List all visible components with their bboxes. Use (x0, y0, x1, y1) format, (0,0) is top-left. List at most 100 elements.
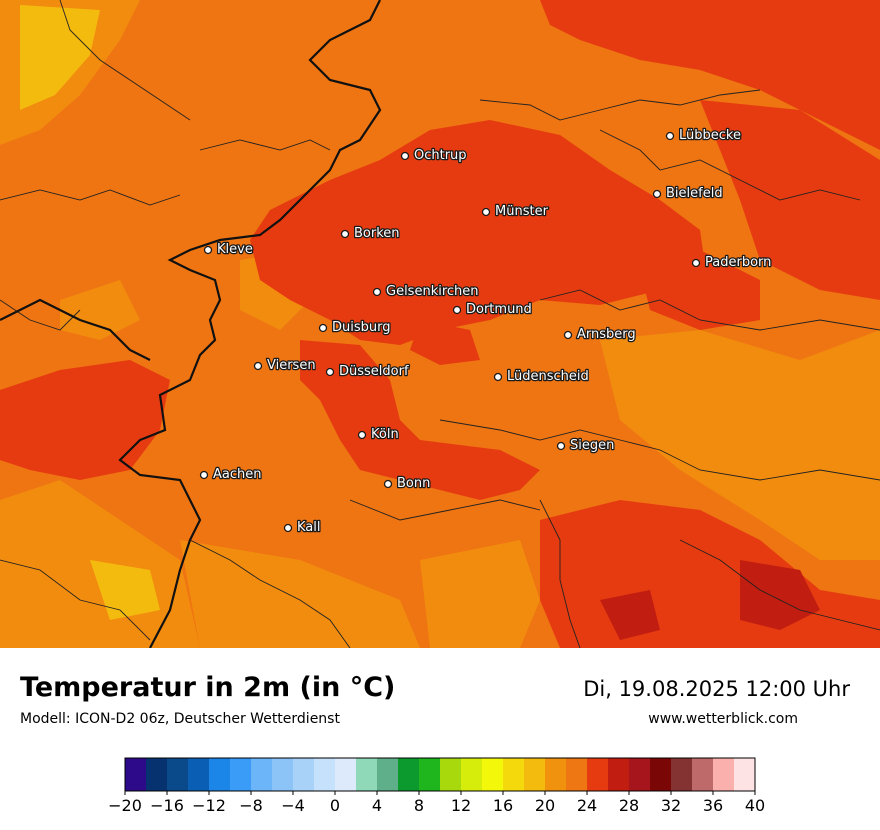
city-dot (372, 287, 382, 297)
legend-swatch (461, 758, 483, 791)
legend-swatch (314, 758, 336, 791)
legend-tick-label: 20 (535, 796, 555, 815)
forecast-datetime: Di, 19.08.2025 12:00 Uhr (583, 677, 850, 701)
city-marker: Viersen (253, 357, 317, 374)
legend-swatch (167, 758, 189, 791)
legend-swatch (608, 758, 630, 791)
city-label: Duisburg (332, 320, 391, 335)
legend-tick-label: 12 (451, 796, 471, 815)
legend-swatch (671, 758, 693, 791)
city-marker: Köln (357, 426, 400, 443)
legend-tick-label: 36 (703, 796, 723, 815)
legend-tick-label: −12 (192, 796, 226, 815)
city-label: Siegen (570, 438, 614, 453)
warm-zones (0, 0, 880, 648)
legend-swatch (419, 758, 441, 791)
city-dot (481, 207, 491, 217)
legend-swatch (650, 758, 672, 791)
city-dot (652, 189, 662, 199)
city-label: Köln (371, 427, 399, 442)
city-marker: Paderborn (691, 254, 773, 271)
city-dot (325, 367, 335, 377)
city-dot (493, 372, 503, 382)
city-label: Borken (354, 226, 400, 241)
city-marker: Kleve (203, 241, 254, 258)
legend-swatch (335, 758, 357, 791)
legend-swatch (356, 758, 378, 791)
city-marker: Siegen (556, 437, 616, 454)
legend-swatch (230, 758, 252, 791)
model-source: Modell: ICON-D2 06z, Deutscher Wetterdie… (20, 711, 340, 727)
city-marker: Lüdenscheid (493, 368, 590, 385)
legend-tick-label: 0 (330, 796, 340, 815)
city-marker: Kall (283, 519, 322, 536)
city-label: Bielefeld (666, 186, 723, 201)
color-legend: −20 −16 −12 −8 −4 0 4 8 12 16 20 24 28 32 36 40 (108, 757, 765, 815)
city-dot (253, 361, 263, 371)
city-marker: Ochtrup (400, 147, 468, 164)
legend-tick-label: 4 (372, 796, 382, 815)
city-markers: Lübbecke Ochtrup Bielefeld Münster Borke… (199, 127, 773, 536)
legend-swatch (209, 758, 231, 791)
city-label: Arnsberg (577, 327, 636, 342)
city-marker: Bielefeld (652, 185, 724, 202)
city-dot (400, 151, 410, 161)
city-dot (283, 523, 293, 533)
admin-borders (0, 0, 880, 648)
city-marker: Borken (340, 225, 401, 242)
city-dot (203, 245, 213, 255)
city-marker: Gelsenkirchen (372, 283, 480, 300)
legend-swatch (251, 758, 273, 791)
city-label: Aachen (213, 467, 261, 482)
city-marker: Lübbecke (665, 127, 742, 144)
legend-tick-label: −4 (281, 796, 305, 815)
city-marker: Dortmund (452, 301, 533, 318)
city-dot (357, 430, 367, 440)
legend-swatch (734, 758, 756, 791)
legend-swatch (146, 758, 168, 791)
city-dot (383, 479, 393, 489)
city-marker: Aachen (199, 466, 263, 483)
legend-swatch (629, 758, 651, 791)
legend-border (124, 757, 756, 792)
city-dot (340, 229, 350, 239)
national-borders (0, 0, 382, 648)
city-label: Kall (297, 520, 321, 535)
legend-swatch (398, 758, 420, 791)
legend-swatch (587, 758, 609, 791)
city-label: Münster (495, 204, 549, 219)
city-dot (665, 131, 675, 141)
city-label: Düsseldorf (339, 364, 409, 379)
city-dot (199, 470, 209, 480)
city-dot (563, 330, 573, 340)
legend-tick-label: 32 (661, 796, 681, 815)
city-label: Paderborn (705, 255, 771, 270)
legend-swatch (545, 758, 567, 791)
legend-tick-label: −16 (150, 796, 184, 815)
legend-tick-label: 40 (745, 796, 765, 815)
legend-tick-label: 8 (414, 796, 424, 815)
city-dot (452, 305, 462, 315)
legend-swatch (524, 758, 546, 791)
city-label: Dortmund (466, 302, 532, 317)
legend-ticks: −20 −16 −12 −8 −4 0 4 8 12 16 20 24 28 32 36 40 (108, 791, 765, 815)
city-label: Gelsenkirchen (386, 284, 479, 299)
website-link[interactable]: www.wetterblick.com (648, 711, 798, 727)
legend-swatch (440, 758, 462, 791)
legend-swatch (188, 758, 210, 791)
legend-tick-label: 16 (493, 796, 513, 815)
city-label: Ochtrup (414, 148, 467, 163)
city-marker: Bonn (383, 475, 432, 492)
city-marker: Duisburg (318, 319, 392, 336)
legend-swatch (125, 758, 147, 791)
city-label: Bonn (397, 476, 430, 491)
city-label: Lübbecke (679, 128, 741, 143)
city-dot (556, 441, 566, 451)
legend-swatch (713, 758, 735, 791)
legend-swatch (482, 758, 504, 791)
city-dot (691, 258, 701, 268)
legend-tick-label: 28 (619, 796, 639, 815)
legend-tick-label: −8 (239, 796, 263, 815)
legend-swatches (124, 757, 756, 792)
legend-swatch (503, 758, 525, 791)
